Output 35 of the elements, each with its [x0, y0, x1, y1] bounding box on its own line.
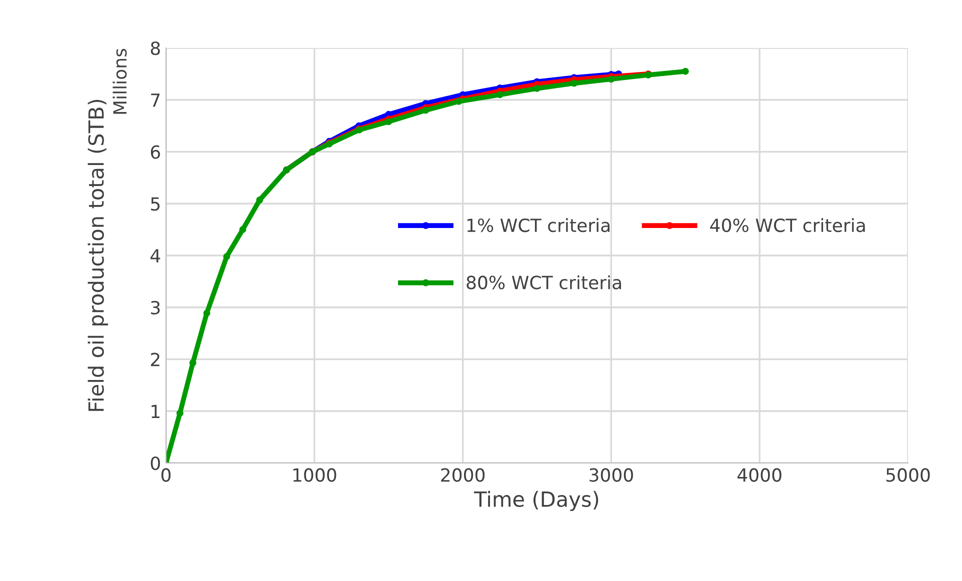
y-tick-label: 2 [150, 352, 160, 366]
point [385, 118, 392, 126]
y-tick-label: 8 [150, 41, 160, 56]
point [176, 410, 184, 417]
y-tick-label: 4 [150, 249, 160, 262]
point [682, 68, 689, 75]
point [570, 80, 578, 87]
y-tick-label: 3 [151, 300, 160, 314]
x-tick-label: 4000 [738, 468, 782, 482]
point [189, 359, 196, 366]
legend-label: 1% WCT criteria [467, 218, 610, 232]
point [496, 91, 504, 98]
legend-label: 40% WCT criteria [710, 218, 865, 232]
point [422, 106, 430, 114]
x-axis-title: Time (Days) [474, 490, 598, 512]
point [455, 98, 462, 105]
y-tick-label: 0 [150, 456, 160, 470]
point [223, 253, 230, 260]
y-axis-title: Field oil production total (STB) [88, 100, 108, 411]
x-tick-label: 5000 [886, 468, 930, 482]
y-tick-label: 1 [152, 404, 160, 418]
y-tick-label: 5 [151, 197, 160, 211]
legend-label: 80% WCT criteria [466, 275, 621, 290]
point [534, 84, 540, 92]
point [203, 310, 210, 317]
x-tick-label: 0 [161, 468, 171, 482]
point [239, 226, 246, 234]
y-tick-label: 7 [151, 94, 160, 107]
text: Millions [112, 48, 127, 114]
x-tick-label: 1000 [293, 468, 336, 482]
y-tick-label: 6 [150, 145, 160, 159]
point [608, 76, 615, 83]
point [256, 196, 264, 204]
x-tick-label: 2000 [441, 468, 485, 482]
x-tick-label: 3000 [590, 468, 633, 482]
